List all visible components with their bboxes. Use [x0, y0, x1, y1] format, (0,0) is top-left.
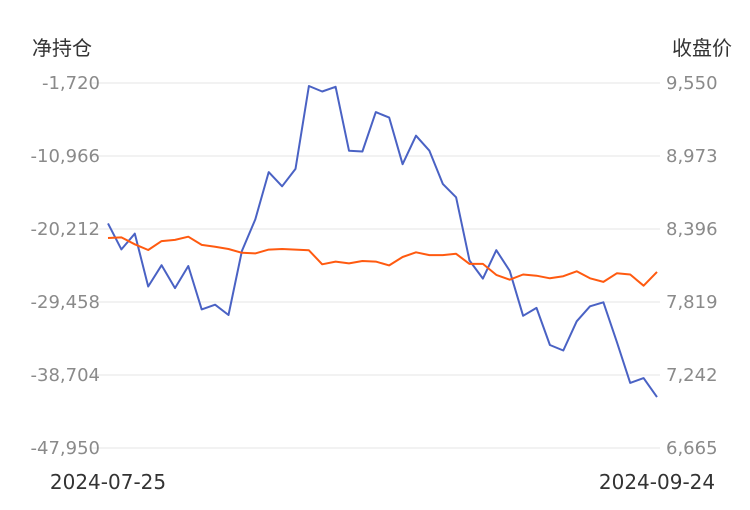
left-tick-label: -47,950	[31, 438, 100, 459]
right-axis-ticks: 9,550 8,973 8,396 7,819 7,242 6,665	[666, 73, 718, 459]
left-axis-title: 净持仓	[32, 36, 92, 60]
series-lines	[107, 85, 658, 398]
right-tick-label: 8,396	[666, 219, 718, 240]
right-tick-label: 7,242	[666, 365, 718, 386]
right-tick-label: 6,665	[666, 438, 718, 459]
right-tick-label: 7,819	[666, 292, 718, 313]
gridlines	[90, 82, 660, 449]
left-tick-label: -10,966	[31, 146, 100, 167]
left-tick-label: -1,720	[42, 73, 100, 94]
left-tick-label: -29,458	[31, 292, 100, 313]
left-tick-label: -38,704	[31, 365, 100, 386]
right-tick-label: 9,550	[666, 73, 718, 94]
close-price-line	[107, 235, 658, 287]
x-tick-end: 2024-09-24	[599, 470, 715, 494]
right-tick-label: 8,973	[666, 146, 718, 167]
left-axis-ticks: -1,720 -10,966 -20,212 -29,458 -38,704 -47,95…	[31, 73, 100, 459]
net-position-line	[107, 85, 658, 398]
left-tick-label: -20,212	[31, 219, 100, 240]
right-axis-title: 收盘价	[672, 36, 732, 60]
x-tick-start: 2024-07-25	[50, 470, 166, 494]
